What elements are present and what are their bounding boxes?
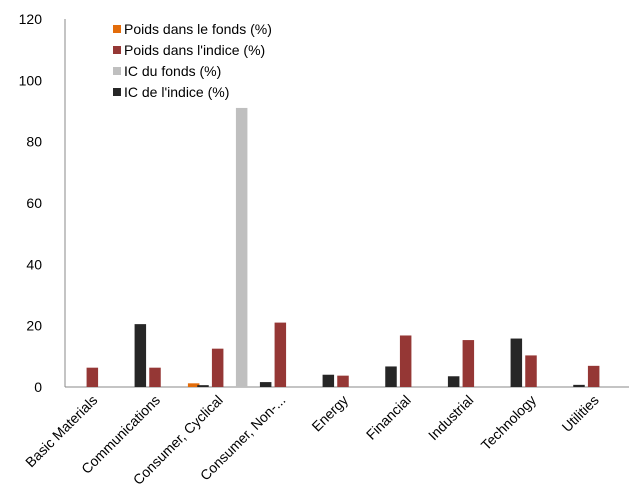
bar [573,385,585,387]
legend-label: IC de l'indice (%) [124,84,229,100]
bar [260,382,272,387]
bar [236,108,248,387]
bar [337,376,349,387]
y-tick-label: 40 [26,256,42,272]
x-tick-label: Technology [478,392,539,453]
y-tick-label: 80 [26,134,42,150]
bar [588,366,600,387]
x-tick-label: Industrial [425,392,476,443]
x-tick-label: Utilities [559,392,602,435]
bar [275,323,287,387]
bar [135,324,147,387]
legend-label: Poids dans l'indice (%) [124,42,265,58]
bar [149,368,161,387]
y-tick-label: 120 [19,11,43,27]
y-tick-label: 20 [26,318,42,334]
y-tick-label: 0 [34,379,42,395]
bar [400,335,412,387]
y-tick-label: 100 [19,72,43,88]
legend: Poids dans le fonds (%) Poids dans l'indi… [110,18,335,106]
legend-swatch [113,88,121,96]
bar [323,375,335,387]
bar [511,339,523,387]
legend-swatch [113,25,121,33]
bar [385,366,397,387]
legend-swatch [113,46,121,54]
x-tick-label: Financial [363,392,414,443]
bar [212,349,224,387]
legend-label: IC du fonds (%) [124,63,221,79]
bar [87,368,99,387]
bar [197,385,209,387]
legend-swatch [113,67,121,75]
x-tick-label: Energy [308,392,351,435]
legend-label: Poids dans le fonds (%) [124,21,272,37]
bar [525,355,537,387]
bar-marks [87,108,629,387]
bar [448,376,460,387]
y-tick-label: 60 [26,195,42,211]
bar [463,340,475,387]
y-tick-labels: 0 20 40 60 80 100 120 [19,11,43,395]
